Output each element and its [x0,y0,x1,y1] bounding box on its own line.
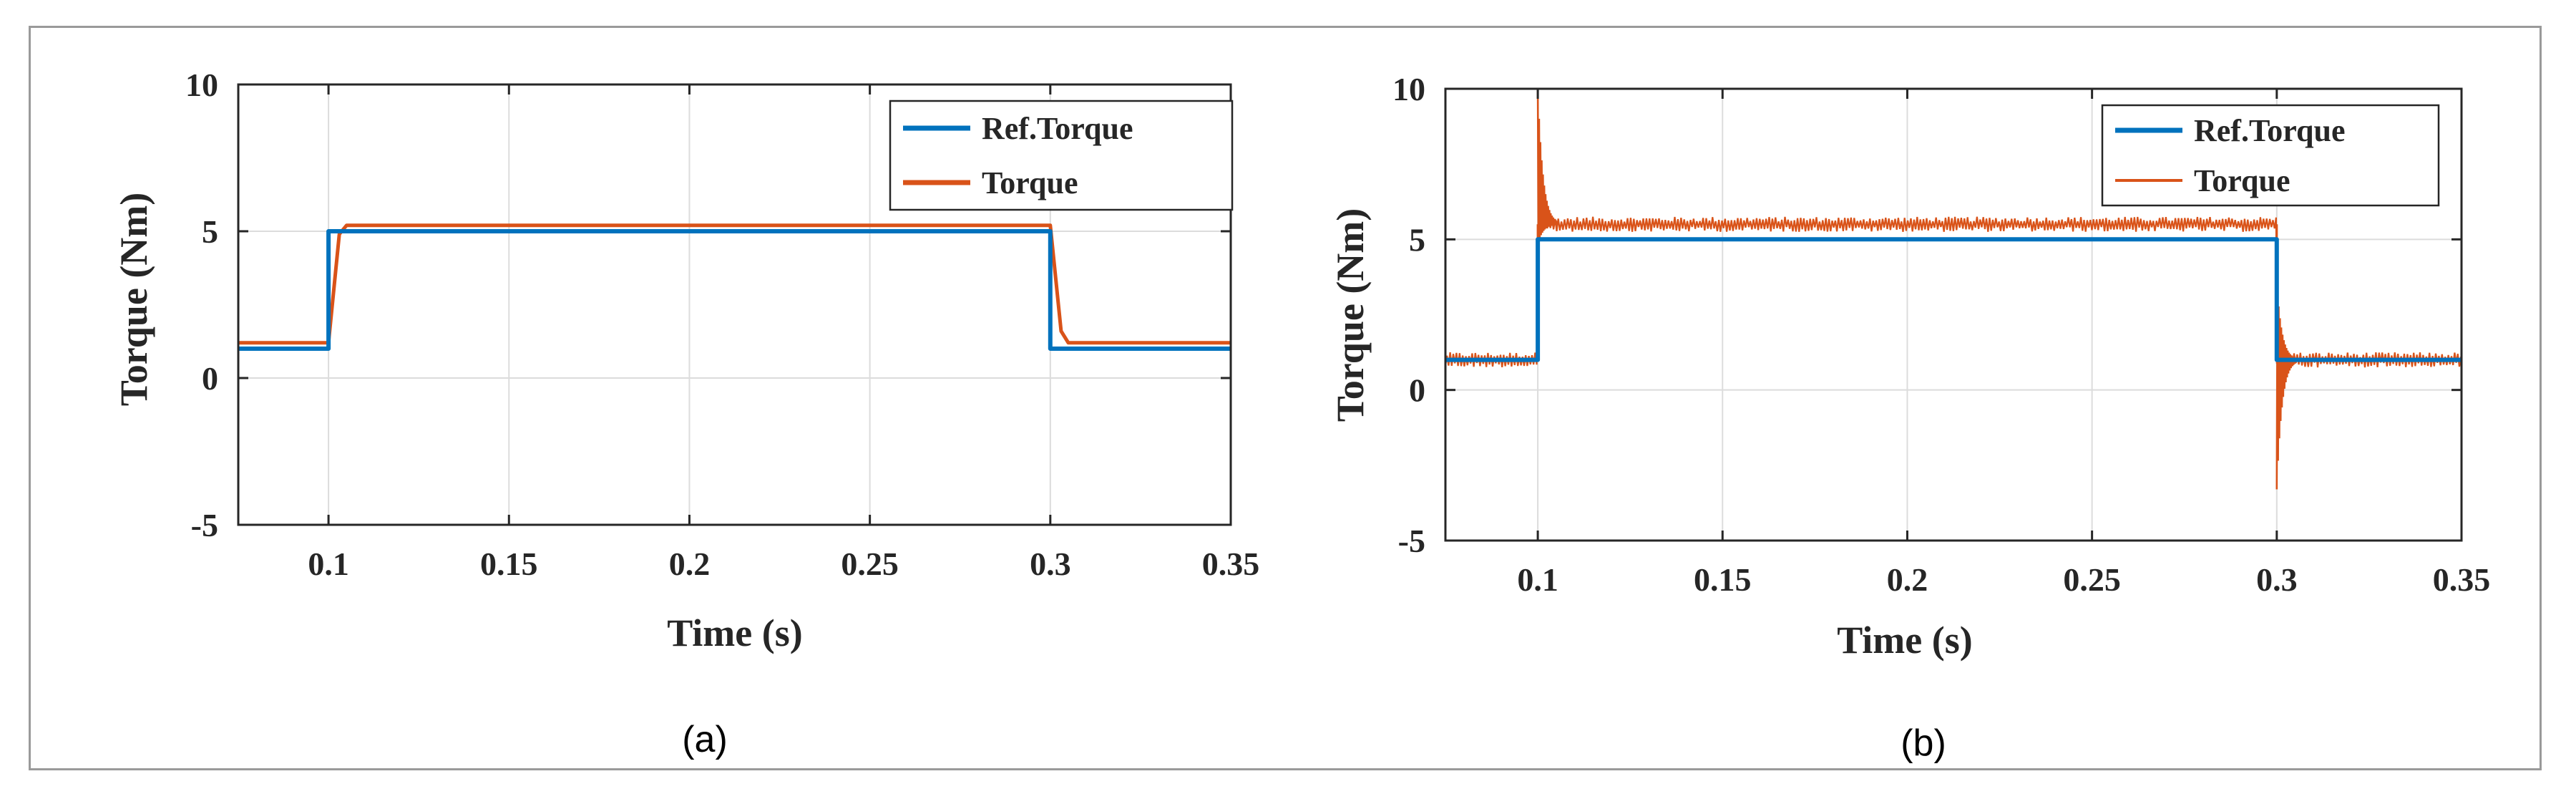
panel-a-legend-label-ref-torque: Ref.Torque [982,111,1133,146]
panel-b-torque-spike [2275,291,2298,490]
panel-b-x-tick-label: 0.15 [1694,561,1752,598]
panel-b-legend-label-ref-torque: Ref.Torque [2194,113,2345,148]
panel-b-axes-box [1444,87,2463,542]
panel-b-x-tick-label: 0.25 [2063,561,2121,598]
figure-frame [29,26,2542,770]
panel-a-x-tick-label: 0.1 [308,546,349,582]
panel-b-caption: (b) [1901,722,1946,764]
panel-a-y-tick-label: 0 [202,360,218,397]
panel-a-x-tick-label: 0.15 [480,546,538,582]
panel-b-x-tick-label: 0.1 [1517,561,1558,598]
panel-b-legend-label-torque: Torque [2194,163,2290,198]
panel-a-legend-box [889,100,1234,211]
panel-a-axes-box [237,83,1232,526]
panel-b-y-axis-label: Torque (Nm) [1329,208,1372,422]
panel-b-series-group [1445,88,2462,490]
panel-a-x-tick-label: 0.2 [669,546,711,582]
panel-a-y-axis-label: Torque (Nm) [112,193,155,407]
panel-b-torque-spike [1536,88,1558,243]
panel-a-series-group [238,223,1231,351]
panel-b-legend-box [2101,104,2440,207]
panel-a-caption: (a) [682,719,728,760]
panel-b-plot: 0.1 0.15 0.2 0.25 0.3 0.35 -5 0 5 10 Ref.Torque Tor… [1392,71,2490,598]
panel-a-legend-label-torque: Torque [982,165,1078,200]
panel-b-legend: Ref.Torque Torque [2101,104,2440,207]
panel-a-x-axis-label: Time (s) [667,611,802,654]
panel-b-x-tick-label: 0.2 [1887,561,1928,598]
panel-b-x-tick-label: 0.35 [2433,561,2491,598]
panel-a-series-ref-torque-line [238,229,1231,351]
panel-a-legend: Ref.Torque Torque [889,100,1234,211]
panel-b-y-tick-label: 0 [1409,372,1425,409]
panel-a-y-tick-label: 5 [202,213,218,250]
panel-b-x-axis-label: Time (s) [1837,619,1972,662]
panel-b-y-tick-label: -5 [1398,523,1425,559]
panel-a-x-tick-label: 0.35 [1202,546,1260,582]
panel-a-y-tick-label: -5 [191,507,218,543]
panel-b-y-tick-label: 10 [1392,71,1425,107]
panel-b-y-tick-label: 5 [1409,221,1425,258]
panel-a-plot: 0.1 0.15 0.2 0.25 0.3 0.35 -5 0 5 10 Ref.Torque Tor… [185,67,1259,582]
panel-a-y-tick-label: 10 [185,67,218,103]
panel-b-series-ref-torque-line [1445,237,2462,362]
panel-a-x-tick-label: 0.25 [841,546,899,582]
panel-b-x-tick-label: 0.3 [2256,561,2298,598]
panel-a-x-tick-label: 0.3 [1030,546,1071,582]
